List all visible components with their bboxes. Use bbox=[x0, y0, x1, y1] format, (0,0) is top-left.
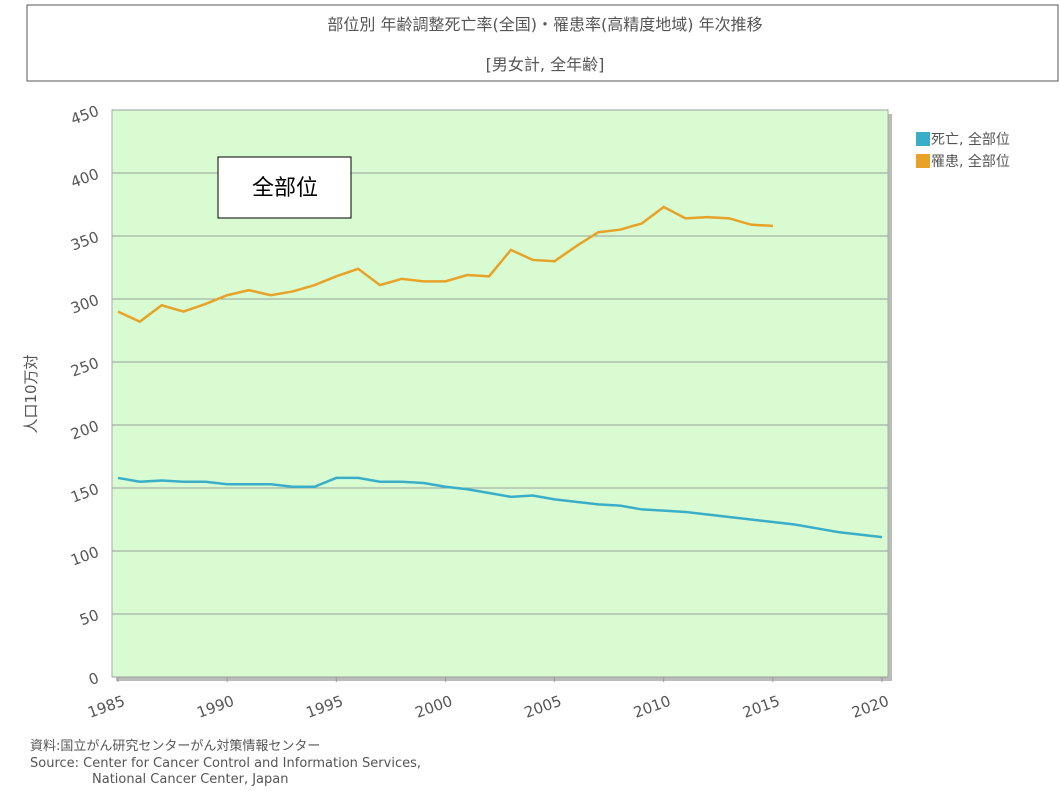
chart-subtitle: [男女計, 全年齢] bbox=[486, 55, 605, 74]
series-line bbox=[117, 476, 883, 539]
x-tick-label: 2000 bbox=[413, 692, 455, 722]
legend-label: 罹患, 全部位 bbox=[931, 153, 1010, 170]
chart-title: 部位別 年齢調整死亡率(全国)・罹患率(高精度地域) 年次推移 bbox=[327, 15, 762, 34]
x-tick-label: 2020 bbox=[849, 692, 891, 722]
y-tick-label: 450 bbox=[68, 102, 101, 129]
legend-swatch bbox=[916, 154, 930, 168]
y-tick-label: 150 bbox=[68, 480, 101, 507]
y-tick-label: 400 bbox=[68, 165, 101, 192]
x-tick-label: 1995 bbox=[304, 692, 346, 722]
x-tick-label: 1990 bbox=[194, 692, 236, 722]
source-line: 資料:国立がん研究センターがん対策情報センター bbox=[30, 738, 320, 754]
source-line: Source: Center for Cancer Control and In… bbox=[30, 756, 421, 771]
series-line bbox=[117, 205, 773, 324]
y-tick-label: 350 bbox=[68, 228, 101, 255]
x-tick-label: 2005 bbox=[522, 692, 564, 722]
title-box bbox=[26, 4, 1059, 82]
legend-label: 死亡, 全部位 bbox=[931, 131, 1010, 148]
x-tick-label: 2015 bbox=[740, 692, 782, 722]
annotation: 全部位 bbox=[252, 176, 318, 201]
x-tick-label: 2010 bbox=[631, 692, 673, 722]
y-axis-label: 人口10万対 bbox=[22, 354, 40, 433]
source-line: National Cancer Center, Japan bbox=[92, 772, 289, 787]
annotation-box bbox=[217, 156, 352, 219]
y-tick-label: 50 bbox=[77, 606, 101, 629]
legend-swatch bbox=[916, 132, 930, 146]
y-tick-label: 250 bbox=[68, 354, 101, 381]
y-tick-label: 100 bbox=[68, 543, 101, 570]
y-tick-label: 200 bbox=[68, 417, 101, 444]
y-tick-label: 0 bbox=[86, 669, 101, 689]
y-tick-label: 300 bbox=[68, 291, 101, 318]
x-tick-label: 1985 bbox=[85, 692, 127, 722]
